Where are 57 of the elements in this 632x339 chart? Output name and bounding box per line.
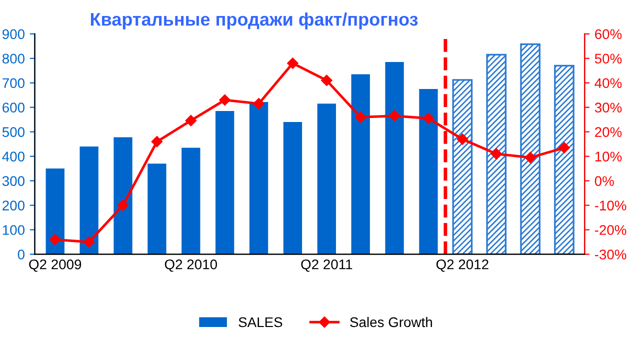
point <box>219 94 230 106</box>
x-tick-label: Q2 2009 <box>29 259 82 272</box>
y-tick-label: 600 <box>2 102 24 113</box>
point <box>558 142 570 154</box>
point <box>524 152 536 164</box>
point <box>185 114 196 126</box>
point <box>151 136 163 148</box>
bar <box>114 137 132 254</box>
bar <box>249 102 268 254</box>
y2-tick-label: -10% <box>594 200 626 210</box>
legend-label: SALES <box>238 317 282 328</box>
y-tick-label: 300 <box>2 176 24 186</box>
y-tick-label: 700 <box>2 78 24 88</box>
y2-tick-label: -20% <box>594 225 626 235</box>
chart-title: Квартальные продажи факт/прогноз <box>90 12 418 30</box>
legend-label: Sales Growth <box>350 316 432 328</box>
y-tick-label: 0 <box>18 250 24 260</box>
x-tick-label: Q2 2012 <box>436 259 488 272</box>
point <box>253 98 264 110</box>
point <box>388 110 400 122</box>
point <box>354 112 366 123</box>
y2-tick-label: 40% <box>594 78 622 88</box>
point <box>287 58 298 69</box>
bar <box>317 104 336 254</box>
y-tick-label: 200 <box>2 200 24 210</box>
bar <box>283 122 302 254</box>
bar <box>148 164 166 254</box>
y2-tick-label: 20% <box>595 127 622 138</box>
point <box>83 236 95 248</box>
bar <box>419 88 438 254</box>
y-tick-label: 800 <box>2 54 24 64</box>
point <box>321 74 332 86</box>
y2-tick-label: 60% <box>595 29 622 40</box>
y-tick-label: 500 <box>2 127 24 138</box>
y2-tick-label: 0% <box>594 176 614 186</box>
y-tick-label: 900 <box>2 29 24 40</box>
bar <box>554 64 574 254</box>
x-tick-label: Q2 2011 <box>301 259 352 272</box>
y-tick-label: 400 <box>2 152 24 162</box>
y2-tick-label: 50% <box>594 54 622 64</box>
bar <box>46 168 64 254</box>
point <box>50 234 61 246</box>
bar <box>385 62 404 254</box>
y-tick-label: 100 <box>2 225 24 235</box>
y2-tick-label: 30% <box>594 102 622 113</box>
bar <box>80 146 98 254</box>
bar <box>215 111 234 254</box>
point <box>490 148 502 160</box>
bar <box>520 43 540 254</box>
point <box>456 134 468 145</box>
bar <box>182 148 200 254</box>
bar <box>351 74 370 254</box>
y2-tick-label: 10% <box>595 152 622 162</box>
x-tick-label: Q2 2010 <box>164 259 217 272</box>
y2-tick-label: -30% <box>594 250 626 260</box>
point <box>117 200 129 211</box>
point <box>422 112 434 124</box>
